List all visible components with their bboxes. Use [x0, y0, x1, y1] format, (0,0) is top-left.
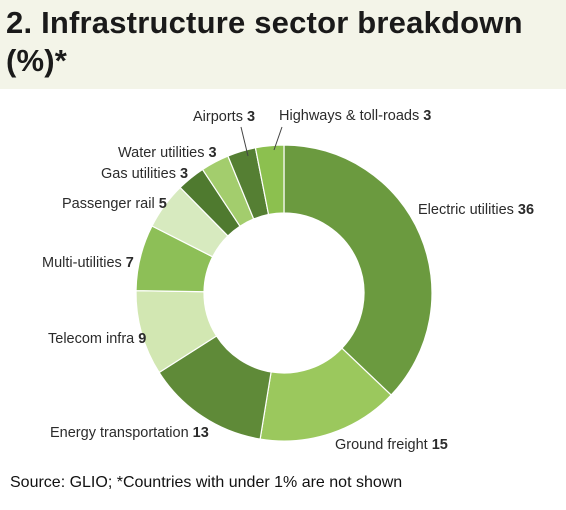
slice-label-energy-transportation: Energy transportation 13: [50, 425, 209, 441]
chart-title: 2. Infrastructure sector breakdown (%)*: [6, 5, 523, 78]
slice-label-name: Multi-utilities: [42, 255, 126, 271]
slice-label-water-utilities: Water utilities 3: [118, 145, 217, 161]
leader-line-airports: [240, 126, 249, 157]
slice-label-value: 36: [518, 202, 534, 218]
slice-electric-utilities: [283, 144, 433, 396]
slice-label-value: 7: [126, 255, 134, 271]
slice-label-name: Passenger rail: [62, 196, 159, 212]
slice-label-value: 15: [432, 437, 448, 453]
slice-label-name: Ground freight: [335, 437, 432, 453]
slice-label-value: 3: [247, 109, 255, 125]
slice-label-name: Electric utilities: [418, 202, 518, 218]
title-band: [0, 0, 566, 89]
slice-label-name: Airports: [193, 109, 247, 125]
slice-label-airports: Airports 3: [193, 109, 255, 125]
slice-label-value: 3: [423, 108, 431, 124]
slice-label-highways-and-toll-roads: Highways & toll-roads 3: [279, 108, 431, 124]
slice-label-name: Gas utilities: [101, 166, 180, 182]
slice-label-telecom-infra: Telecom infra 9: [48, 331, 146, 347]
slice-label-name: Water utilities: [118, 145, 209, 161]
slice-label-multi-utilities: Multi-utilities 7: [42, 255, 134, 271]
slice-label-electric-utilities: Electric utilities 36: [418, 202, 534, 218]
donut-chart: Electric utilities 36 Ground freight 15 En…: [42, 108, 534, 453]
slice-label-name: Highways & toll-roads: [279, 108, 423, 124]
slice-label-value: 13: [193, 425, 209, 441]
slice-label-value: 5: [159, 196, 167, 212]
slice-label-gas-utilities: Gas utilities 3: [101, 166, 188, 182]
slice-label-value: 3: [180, 166, 188, 182]
slice-label-name: Energy transportation: [50, 425, 193, 441]
source-note: Source: GLIO; *Countries with under 1% a…: [10, 474, 403, 491]
slice-highways-and-toll-roads: [254, 144, 285, 216]
slice-label-name: Telecom infra: [48, 331, 138, 347]
slice-label-value: 9: [138, 331, 146, 347]
slice-label-passenger-rail: Passenger rail 5: [62, 196, 167, 212]
slice-label-value: 3: [209, 145, 217, 161]
leader-line-highways-and-toll-roads: [273, 126, 283, 151]
slice-label-ground-freight: Ground freight 15: [335, 437, 448, 453]
